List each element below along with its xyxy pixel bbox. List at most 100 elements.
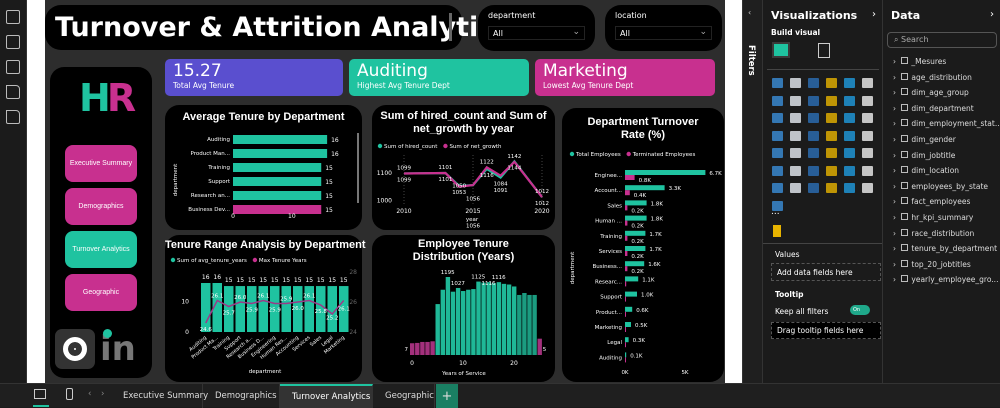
data-table-item[interactable]: › employees_by_state [893, 181, 988, 191]
nav-turnover-analytics[interactable]: Turnover Analytics [65, 231, 137, 268]
filters-label[interactable]: Filters [746, 45, 756, 76]
visual-type-icon[interactable] [790, 95, 801, 106]
visual-type-icon[interactable] [808, 148, 819, 158]
visual-type-icon[interactable] [772, 95, 783, 106]
custom-visual-icon[interactable] [773, 225, 781, 237]
visual-type-icon[interactable] [862, 165, 873, 176]
data-table-item[interactable]: › _Mesures [893, 57, 946, 66]
expand-chevron-icon[interactable]: › [893, 88, 896, 98]
hired-growth-chart[interactable]: Sum of hired_count and Sum of net_growth… [372, 105, 555, 230]
tooltip-drop-field[interactable]: Drag tooltip fields here [771, 322, 881, 339]
data-table-item[interactable]: › hr_kpi_summary [893, 213, 973, 222]
visual-type-icon[interactable] [772, 130, 783, 141]
expand-chevron-icon[interactable]: › [893, 244, 896, 254]
tenure-range-chart[interactable]: Tenure Range Analysis by Department Sum … [165, 235, 366, 382]
visual-type-icon[interactable] [826, 148, 837, 158]
visual-type-icon[interactable] [844, 113, 855, 123]
department-slicer[interactable]: department All ⌄ [478, 5, 595, 51]
data-table-item[interactable]: › dim_age_group [893, 88, 969, 97]
data-table-item[interactable]: › dim_employment_stat... [893, 119, 1000, 128]
table-view-icon[interactable] [6, 35, 20, 49]
format-visual-icon[interactable] [818, 43, 830, 58]
visual-type-icon[interactable] [844, 148, 855, 158]
visual-type-icon[interactable] [790, 78, 801, 88]
data-table-item[interactable]: › yearly_employee_gro... [893, 275, 998, 284]
visual-type-icon[interactable] [772, 200, 783, 211]
visual-type-icon[interactable] [844, 95, 855, 106]
more-visuals-icon[interactable]: ... [771, 207, 780, 217]
visual-type-icon[interactable] [808, 113, 819, 123]
scroll-right-icon[interactable]: › [101, 389, 105, 399]
page-tab[interactable]: Geographic [373, 384, 435, 408]
data-table-item[interactable]: › dim_department [893, 103, 974, 113]
visual-type-icon[interactable] [844, 130, 855, 141]
visual-type-icon[interactable] [808, 78, 819, 88]
visual-type-icon[interactable] [808, 165, 819, 176]
visual-type-icon[interactable] [808, 130, 819, 141]
expand-chevron-icon[interactable]: › [893, 197, 896, 207]
expand-chevron-icon[interactable]: › [893, 259, 896, 269]
filters-pane-collapsed[interactable]: ‹ Filters [742, 0, 762, 407]
data-table-item[interactable]: › tenure_by_department [893, 244, 997, 253]
visual-type-icon[interactable] [826, 130, 837, 141]
expand-chevron-icon[interactable]: › [893, 57, 896, 66]
nav-demographics[interactable]: Demographics [65, 188, 137, 225]
search-input[interactable]: ⌕ Search [887, 32, 997, 48]
visual-type-icon[interactable] [826, 95, 837, 106]
github-icon[interactable] [55, 329, 95, 369]
model-view-icon[interactable] [6, 60, 20, 74]
collapse-chevron-icon[interactable]: › [872, 9, 876, 20]
visual-type-icon[interactable] [772, 165, 783, 176]
visual-type-icon[interactable] [790, 130, 801, 141]
visual-type-icon[interactable] [790, 165, 801, 176]
nav-geographic[interactable]: Geographic [65, 274, 137, 311]
expand-chevron-icon[interactable]: › [893, 213, 896, 222]
build-visual-icon[interactable] [772, 42, 790, 58]
visual-type-icon[interactable] [826, 183, 837, 193]
visual-type-icon[interactable] [790, 148, 801, 158]
visual-type-icon[interactable] [772, 183, 783, 193]
expand-chevron-icon[interactable]: › [893, 228, 896, 238]
title-scrollbar[interactable] [449, 13, 452, 41]
data-table-item[interactable]: › dim_location [893, 166, 959, 175]
visual-type-icon[interactable] [808, 183, 819, 193]
location-dropdown[interactable]: All ⌄ [615, 26, 712, 40]
visual-type-icon[interactable] [862, 113, 873, 123]
visual-type-icon[interactable] [790, 113, 801, 123]
desktop-layout-icon[interactable] [34, 389, 46, 399]
data-table-item[interactable]: › top_20_jobtitles [893, 259, 971, 269]
page-tab[interactable]: Demographics [203, 384, 280, 408]
nav-executive-summary[interactable]: Executive Summary [65, 145, 137, 182]
add-page-button[interactable]: + [436, 384, 458, 408]
expand-chevron-icon[interactable]: › [893, 166, 896, 176]
visual-type-icon[interactable] [826, 78, 837, 88]
data-table-item[interactable]: › race_distribution [893, 228, 974, 238]
turnover-rate-chart[interactable]: Department Turnover Rate (%) Total Emplo… [562, 108, 724, 382]
avg-tenure-chart[interactable]: Average Tenure by Department Auditing 16 P… [165, 105, 362, 230]
data-table-item[interactable]: › age_distribution [893, 72, 972, 82]
visual-type-icon[interactable] [862, 95, 873, 106]
mobile-layout-icon[interactable] [66, 388, 73, 400]
visual-type-icon[interactable] [826, 113, 837, 123]
visual-type-icon[interactable] [844, 183, 855, 193]
scroll-left-icon[interactable]: ‹ [88, 389, 92, 399]
visual-type-icon[interactable] [772, 148, 783, 158]
data-table-item[interactable]: › dim_gender [893, 135, 956, 144]
visual-type-icon[interactable] [862, 78, 873, 88]
visual-type-icon[interactable] [808, 95, 819, 106]
visual-type-icon[interactable] [772, 113, 783, 123]
visual-type-icon[interactable] [790, 183, 801, 193]
expand-icon[interactable]: ‹ [748, 8, 752, 17]
visual-type-icon[interactable] [862, 130, 873, 141]
expand-chevron-icon[interactable]: › [893, 72, 896, 82]
visual-type-icon[interactable] [862, 148, 873, 158]
expand-chevron-icon[interactable]: › [893, 135, 896, 144]
visual-type-icon[interactable] [844, 78, 855, 88]
visual-type-icon[interactable] [826, 165, 837, 176]
visual-type-icon[interactable] [862, 183, 873, 193]
data-table-item[interactable]: › dim_jobtitle [893, 150, 955, 160]
visual-type-icon[interactable] [772, 78, 783, 88]
collapse-chevron-icon[interactable]: › [990, 9, 994, 20]
expand-chevron-icon[interactable]: › [893, 119, 896, 129]
tmdl-view-icon[interactable] [6, 110, 20, 124]
